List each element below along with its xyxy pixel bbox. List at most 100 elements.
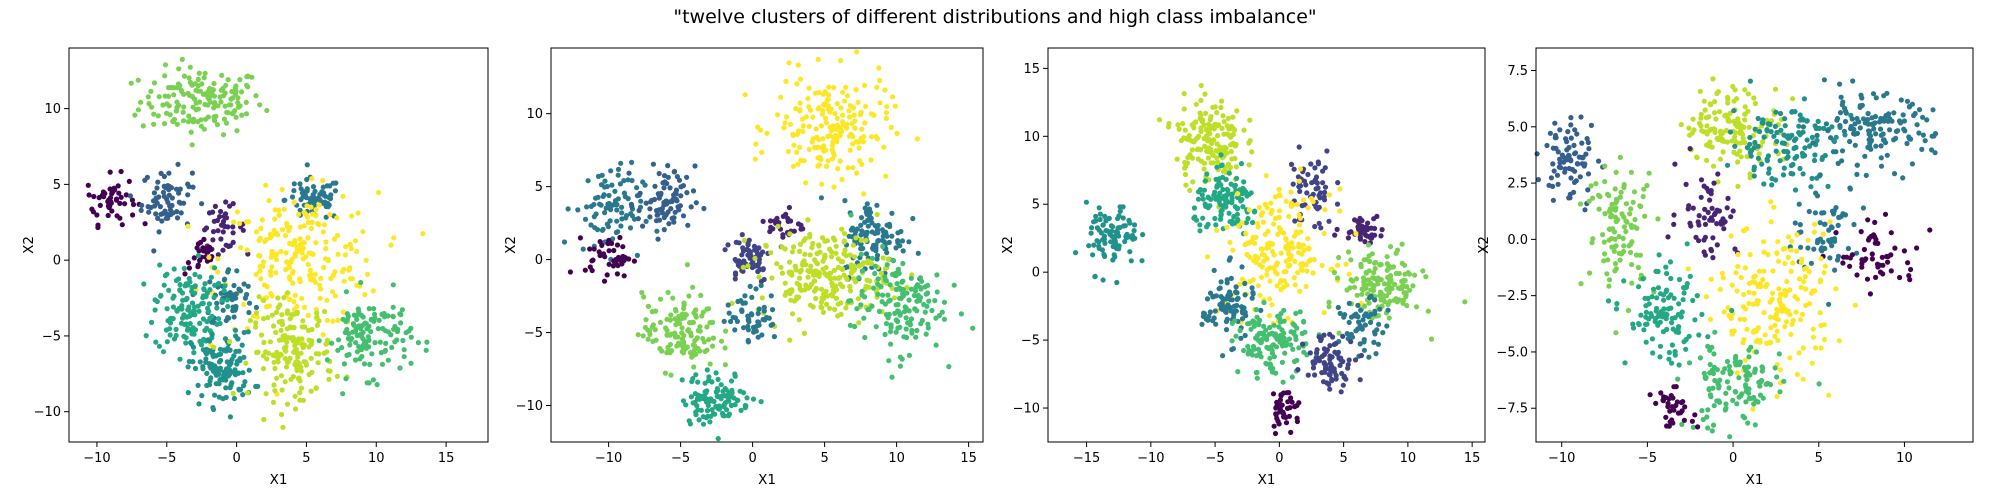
data-point: [1765, 251, 1771, 258]
data-point: [1825, 183, 1831, 189]
data-point: [166, 170, 172, 176]
data-point: [870, 245, 876, 251]
data-point: [649, 324, 655, 330]
data-point: [230, 239, 236, 245]
data-point: [241, 383, 247, 389]
data-point: [1858, 229, 1864, 235]
data-point: [785, 215, 791, 222]
data-point: [196, 70, 202, 76]
data-point: [803, 114, 809, 120]
data-point: [588, 222, 594, 228]
data-point: [797, 248, 803, 254]
data-point: [850, 165, 856, 171]
data-point: [835, 264, 842, 271]
data-point: [180, 109, 186, 115]
data-point: [392, 339, 398, 345]
data-point: [1297, 183, 1304, 189]
data-point: [681, 305, 687, 311]
data-point: [1720, 149, 1726, 155]
data-point: [828, 106, 834, 112]
data-point: [1719, 270, 1725, 276]
data-point: [958, 311, 965, 317]
data-point: [681, 300, 687, 306]
data-point: [860, 245, 866, 251]
data-point: [1664, 270, 1670, 277]
data-point: [1747, 171, 1753, 177]
data-point: [175, 85, 181, 91]
data-point: [1363, 311, 1369, 317]
data-point: [1882, 115, 1888, 121]
data-point: [1705, 188, 1712, 194]
data-point: [202, 281, 208, 287]
data-point: [883, 173, 889, 179]
data-point: [1737, 359, 1743, 365]
data-point: [756, 274, 762, 280]
data-point: [1174, 156, 1180, 162]
data-point: [621, 178, 627, 184]
data-point: [200, 316, 206, 322]
data-point: [732, 276, 738, 282]
data-point: [740, 248, 747, 254]
data-point: [882, 87, 888, 93]
data-point: [278, 248, 284, 255]
data-point: [893, 245, 899, 251]
data-point: [290, 280, 296, 286]
data-point: [1295, 270, 1301, 276]
data-point: [210, 237, 216, 243]
data-point: [1642, 213, 1648, 219]
data-point: [1802, 145, 1808, 151]
data-point: [707, 361, 713, 367]
data-point: [1293, 310, 1299, 316]
data-point: [847, 283, 853, 290]
data-point: [1201, 122, 1207, 128]
data-point: [1710, 163, 1717, 169]
data-point: [192, 283, 198, 289]
data-point: [200, 347, 206, 353]
data-point: [788, 297, 794, 303]
data-point: [1907, 277, 1913, 283]
data-point: [747, 255, 753, 261]
data-point: [1669, 360, 1675, 366]
data-point: [318, 275, 324, 281]
data-point: [1327, 372, 1333, 378]
data-point: [886, 358, 892, 364]
data-point: [848, 227, 855, 233]
data-point: [1787, 355, 1793, 361]
data-point: [847, 322, 854, 328]
data-point: [316, 202, 322, 208]
data-point: [1274, 260, 1280, 266]
data-point: [1404, 303, 1410, 309]
data-point: [253, 93, 259, 99]
data-point: [282, 356, 288, 362]
data-point: [276, 212, 282, 218]
data-point: [755, 334, 761, 340]
y-tick-label: 5: [1032, 198, 1040, 213]
data-point: [1371, 284, 1377, 290]
data-point: [625, 177, 631, 183]
data-point: [1796, 350, 1802, 356]
data-point: [220, 307, 226, 313]
data-point: [1586, 198, 1592, 204]
data-point: [1092, 274, 1098, 280]
data-point: [1746, 300, 1752, 307]
data-point: [1345, 235, 1351, 241]
data-point: [829, 147, 835, 153]
y-tick-label: 0: [53, 254, 61, 269]
data-point: [306, 344, 312, 350]
data-point: [371, 306, 377, 312]
data-point: [1218, 279, 1224, 285]
data-point: [1904, 98, 1911, 104]
data-point: [180, 118, 187, 124]
data-point: [883, 110, 890, 116]
data-point: [1225, 115, 1231, 122]
data-point: [268, 272, 274, 278]
data-point: [268, 254, 274, 260]
data-point: [191, 350, 197, 356]
data-point: [177, 186, 183, 192]
data-point: [219, 297, 225, 303]
data-point: [1550, 197, 1556, 203]
data-point: [359, 353, 365, 360]
y-tick-label: −10: [1013, 402, 1040, 417]
data-point: [1241, 347, 1247, 354]
